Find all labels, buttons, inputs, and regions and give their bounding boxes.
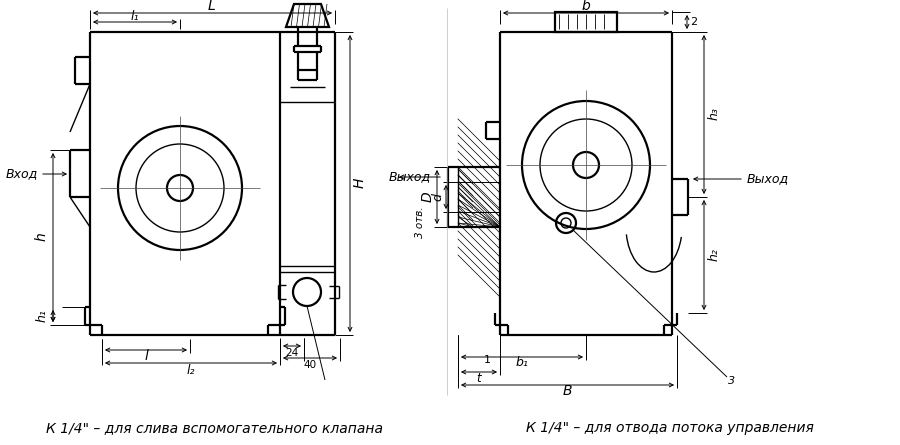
Text: 3 отв.: 3 отв. xyxy=(415,206,425,238)
Text: Выход: Выход xyxy=(389,170,431,183)
Text: 40: 40 xyxy=(303,360,317,370)
Text: B: B xyxy=(562,384,572,398)
Polygon shape xyxy=(286,4,329,27)
Text: 2: 2 xyxy=(690,17,698,27)
Text: l₁: l₁ xyxy=(130,9,140,23)
Text: b: b xyxy=(581,0,590,13)
Text: t: t xyxy=(477,372,482,384)
Text: h: h xyxy=(35,233,49,241)
Text: Вход: Вход xyxy=(6,167,38,181)
Text: l₂: l₂ xyxy=(187,364,195,376)
Text: L: L xyxy=(208,0,216,13)
Text: h₃: h₃ xyxy=(707,108,721,121)
Text: Выход: Выход xyxy=(747,173,789,186)
Text: К 1/4" – для слива вспомогательного клапана: К 1/4" – для слива вспомогательного клап… xyxy=(47,421,383,435)
Text: 24: 24 xyxy=(285,348,299,358)
Text: H: H xyxy=(353,178,367,188)
Text: l: l xyxy=(144,349,148,363)
Text: h₂: h₂ xyxy=(707,249,721,261)
Text: К 1/4" – для отвода потока управления: К 1/4" – для отвода потока управления xyxy=(526,421,814,435)
Text: D: D xyxy=(421,192,435,202)
Text: d: d xyxy=(431,193,445,201)
Bar xyxy=(555,12,617,32)
Text: 3: 3 xyxy=(728,376,735,386)
Text: h₁: h₁ xyxy=(35,310,49,323)
Text: 1: 1 xyxy=(483,355,490,365)
Bar xyxy=(458,167,500,227)
Text: b₁: b₁ xyxy=(516,356,528,369)
